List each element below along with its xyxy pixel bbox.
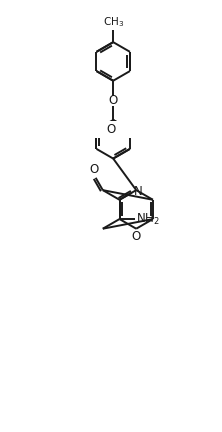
Text: N: N [134, 185, 143, 198]
Text: O: O [110, 123, 119, 136]
Text: O: O [109, 95, 118, 108]
Bar [95, 121, 161, 138]
Text: CH$_3$: CH$_3$ [103, 15, 124, 29]
Text: NH$_2$: NH$_2$ [136, 212, 160, 227]
Text: O: O [110, 123, 119, 136]
Text: O: O [107, 123, 116, 136]
Text: O: O [132, 230, 141, 244]
Text: O: O [89, 162, 99, 175]
